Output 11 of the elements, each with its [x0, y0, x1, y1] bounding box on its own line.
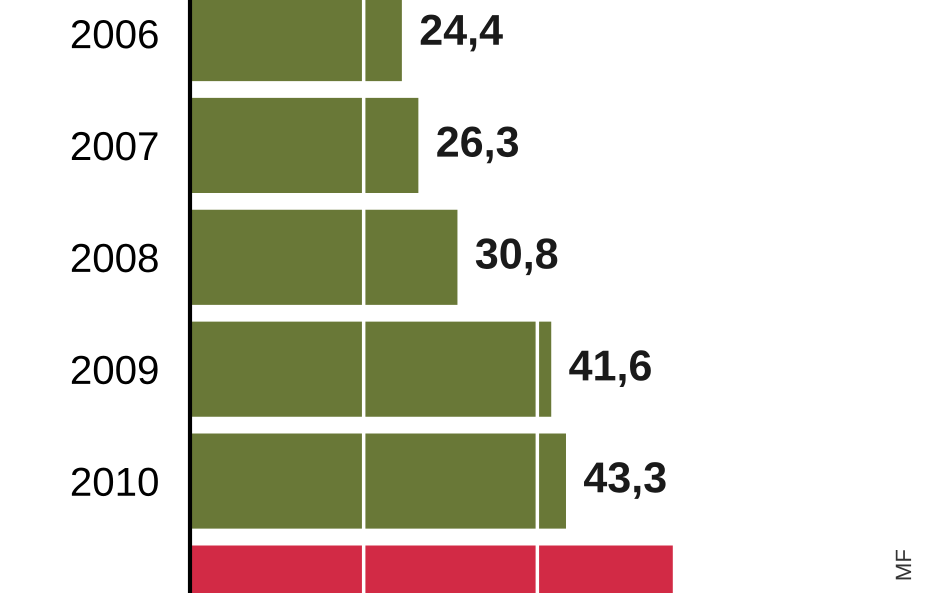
y-tick-label: 2008	[72, 244, 158, 272]
text: MF	[896, 550, 912, 580]
y-tick-label: 2010	[72, 468, 158, 496]
y-tick-label: 2006	[72, 20, 158, 49]
y-tick-label: 2007	[72, 132, 158, 160]
data-label: 41,6	[569, 350, 651, 388]
data-label: 43,3	[584, 462, 666, 499]
data-label: 30,8	[476, 238, 558, 276]
data-label: 26,3	[437, 126, 518, 164]
y-tick-label: 2009	[72, 356, 158, 384]
data-label: 24,4	[420, 14, 503, 52]
